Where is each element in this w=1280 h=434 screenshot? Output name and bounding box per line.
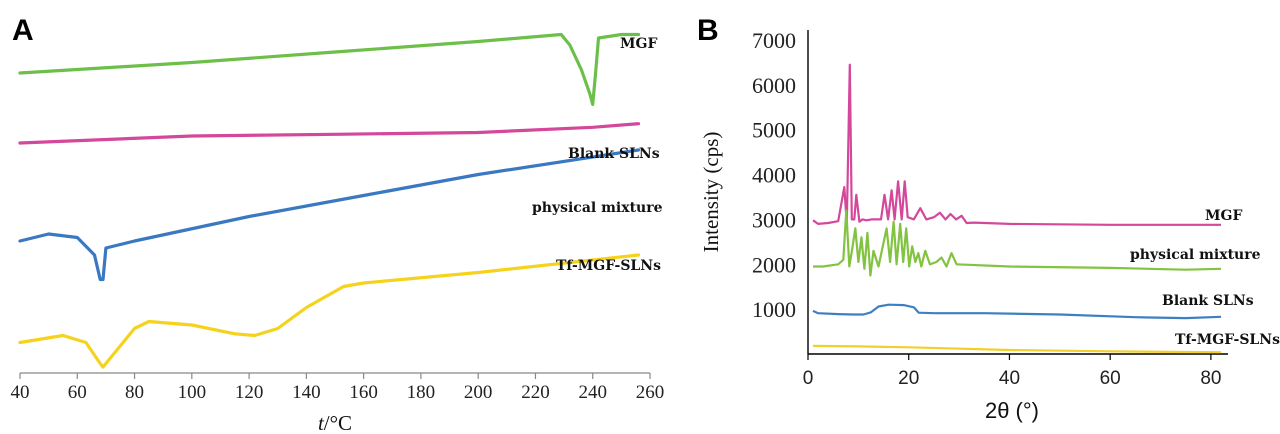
dsc-series-label-blank-slns: Blank SLNs	[568, 146, 660, 162]
xrd-y-tick-label: 2000	[752, 252, 796, 277]
xrd-y-tick-label: 3000	[752, 207, 796, 232]
xrd-y-ticks: 1000 2000 3000 4000 5000 6000 7000	[752, 28, 796, 322]
dsc-series	[18, 32, 641, 369]
xrd-x-axis-title: 2θ (°)	[985, 398, 1039, 423]
xrd-series-mgf-line	[812, 63, 1221, 226]
dsc-series-labels: MGF Blank SLNs physical mixture Tf-MGF-SLNs	[532, 36, 663, 274]
dsc-series-physical-mixture-line	[18, 148, 641, 282]
xrd-series-label-tf-mgf-slns: Tf-MGF-SLNs	[1175, 332, 1280, 348]
xrd-y-tick-label: 6000	[752, 73, 796, 98]
dsc-x-tick-label: 100	[178, 382, 207, 403]
xrd-x-tick-label: 20	[898, 368, 919, 389]
dsc-x-axis-title-unit: /°C	[324, 411, 352, 434]
dsc-x-tick-label: 220	[521, 382, 550, 403]
dsc-x-ticks: 40 60 80 100 120 140 160 180 200 220 240 260	[11, 373, 665, 403]
dsc-x-tick-label: 240	[578, 382, 607, 403]
xrd-series-tf-mgf-slns-line	[812, 344, 1222, 354]
xrd-x-tick-label: 80	[1200, 368, 1221, 389]
dsc-x-tick-label: 80	[125, 382, 144, 403]
xrd-series	[812, 63, 1222, 354]
panel-a-letter: A	[12, 14, 34, 47]
dsc-series-mgf-line	[18, 32, 641, 107]
dsc-x-tick-label: 160	[349, 382, 378, 403]
xrd-series-labels: MGF physical mixture Blank SLNs Tf-MGF-SLNs	[1130, 208, 1280, 348]
xrd-y-axis-title: Intensity (cps)	[699, 132, 723, 253]
dsc-x-tick-label: 120	[235, 382, 264, 403]
dsc-chart: 40 60 80 100 120 140 160 180 200 220 240 260 MGF Bla…	[11, 32, 665, 434]
dsc-x-axis-title: t/°C	[318, 411, 352, 434]
xrd-chart: 1000 2000 3000 4000 5000 6000 7000 0 20 40 60 80 M…	[699, 28, 1280, 423]
xrd-y-tick-label: 4000	[752, 163, 796, 188]
dsc-series-tf-mgf-slns-line	[18, 253, 641, 369]
xrd-series-label-mgf: MGF	[1205, 208, 1242, 224]
dsc-series-label-mgf: MGF	[620, 36, 657, 52]
xrd-y-tick-label: 7000	[752, 28, 796, 53]
xrd-x-tick-label: 40	[999, 368, 1020, 389]
dsc-x-tick-label: 140	[292, 382, 321, 403]
xrd-series-label-physical-mixture: physical mixture	[1130, 247, 1261, 263]
dsc-x-tick-label: 60	[68, 382, 87, 403]
dsc-x-axis-title-var: t	[318, 411, 325, 434]
dsc-x-tick-label: 260	[636, 382, 665, 403]
xrd-series-label-blank-slns: Blank SLNs	[1162, 293, 1254, 309]
xrd-y-tick-label: 1000	[752, 297, 796, 322]
xrd-x-ticks: 0 20 40 60 80	[803, 354, 1221, 389]
dsc-series-label-tf-mgf-slns: Tf-MGF-SLNs	[556, 258, 661, 274]
xrd-y-tick-label: 5000	[752, 118, 796, 143]
xrd-series-physical-mixture-line	[813, 209, 1222, 277]
xrd-x-tick-label: 60	[1100, 368, 1121, 389]
xrd-x-tick-label: 0	[803, 368, 814, 389]
xrd-series-blank-slns-line	[812, 303, 1222, 320]
panel-b-letter: B	[697, 14, 719, 47]
dsc-series-label-physical-mixture: physical mixture	[532, 200, 663, 216]
dsc-x-tick-label: 200	[464, 382, 493, 403]
dsc-x-tick-label: 180	[407, 382, 436, 403]
dsc-x-tick-label: 40	[11, 382, 30, 403]
dsc-series-blank-slns-line	[18, 122, 641, 145]
